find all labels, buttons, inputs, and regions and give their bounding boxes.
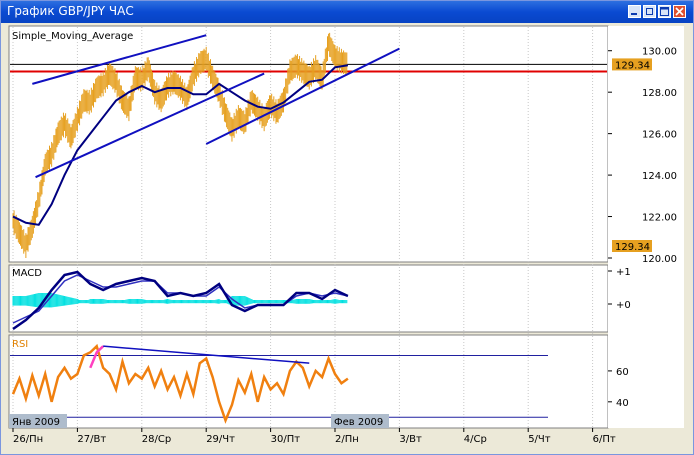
month-label: Янв 2009: [12, 417, 60, 428]
rsi-line: [11, 343, 349, 424]
rsi-trend-line: [103, 345, 310, 364]
minimize-button[interactable]: [628, 5, 641, 18]
x-tick-label: 3/Вт: [399, 434, 422, 445]
month-label: Фев 2009: [334, 417, 383, 428]
price-tick-label: 126.00: [642, 130, 677, 141]
close-icon: [675, 7, 684, 16]
price-panel: [8, 25, 609, 263]
x-tick-label: 30/Пт: [271, 434, 301, 445]
x-tick-label: 29/Чт: [206, 434, 235, 445]
maximize-button[interactable]: [658, 5, 671, 18]
sma-label: Simple_Moving_Average: [12, 31, 133, 42]
x-tick-label: 5/Чт: [528, 434, 551, 445]
title-bar: График GBP/JPY ЧАС: [1, 1, 693, 23]
macd-tick-label: +1: [616, 267, 631, 278]
month-label-box: [9, 414, 67, 428]
trend-line: [205, 47, 400, 145]
price-marker-box: [612, 58, 652, 71]
trend-line: [35, 72, 265, 179]
price-tick-label: 124.00: [642, 171, 677, 182]
maximize-icon: [660, 7, 669, 16]
macd-main-line: [12, 270, 349, 331]
price-tick-label: 120.00: [642, 254, 677, 265]
grid: [12, 27, 594, 427]
close-button[interactable]: [673, 5, 686, 18]
price-tick-label: 130.00: [642, 47, 677, 58]
macd-tick-label: +0: [616, 300, 631, 311]
month-label-box: [331, 414, 389, 428]
x-tick-label: 2/Пн: [335, 434, 359, 445]
price-marker-label: 129.34: [615, 60, 650, 71]
restore-button[interactable]: [643, 5, 656, 18]
rsi-label: RSI: [12, 339, 28, 350]
macd-label: MACD: [12, 268, 42, 279]
price-tick-label: 122.00: [642, 213, 677, 224]
price-marker-bottom-box: [612, 240, 652, 252]
x-tick-label: 6/Пт: [593, 434, 616, 445]
x-tick-label: 28/Ср: [142, 434, 171, 445]
window-title: График GBP/JPY ЧАС: [7, 4, 134, 18]
chart-layer: 130.00128.00126.00124.00122.00120.00129.…: [9, 32, 677, 445]
minimize-icon: [631, 13, 637, 15]
sma-line: [12, 64, 349, 226]
price-tick-label: 128.00: [642, 88, 677, 99]
restore-icon: [646, 8, 653, 15]
price-axis-area: [608, 26, 684, 428]
x-tick-label: 26/Пн: [13, 434, 43, 445]
rsi-overbought-segment: [89, 345, 105, 369]
rsi-tick-label: 40: [616, 398, 629, 409]
price-marker-bottom-label: 129.34: [615, 242, 650, 253]
x-tick-label: 27/Вт: [77, 434, 106, 445]
rsi-tick-label: 60: [616, 367, 629, 378]
macd-panel: [8, 264, 609, 333]
x-tick-label: 4/Ср: [464, 434, 487, 445]
trend-line: [32, 34, 207, 85]
